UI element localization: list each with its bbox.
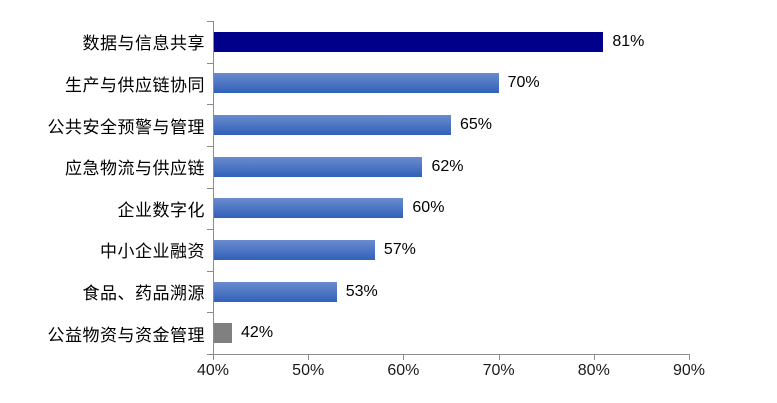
y-axis-tick xyxy=(207,62,214,64)
y-axis-tick xyxy=(207,145,214,147)
y-axis-tick xyxy=(207,270,214,272)
bar xyxy=(214,156,423,177)
category-label: 公益物资与资金管理 xyxy=(47,325,205,345)
bar-row: 数据与信息共享 81% xyxy=(0,21,777,63)
bar xyxy=(214,239,375,260)
x-axis-tick-label: 90% xyxy=(672,362,706,379)
value-label: 81% xyxy=(612,32,645,50)
y-axis-tick xyxy=(207,354,214,355)
x-axis-tick-label: 60% xyxy=(387,362,420,379)
value-label: 65% xyxy=(460,116,493,134)
bar-row: 公共安全预警与管理 65% xyxy=(0,104,777,146)
bar xyxy=(214,31,604,52)
x-axis-line xyxy=(213,354,689,355)
category-label: 食品、药品溯源 xyxy=(82,284,205,304)
bar-row: 中小企业融资 57% xyxy=(0,229,777,271)
bar xyxy=(214,281,337,302)
x-axis-tick xyxy=(308,354,310,360)
x-axis-tick xyxy=(213,354,214,360)
x-axis-tick xyxy=(498,354,500,360)
y-axis-line xyxy=(213,21,214,359)
y-axis-tick xyxy=(207,104,214,106)
x-axis-tick-label: 50% xyxy=(292,362,325,379)
value-label: 70% xyxy=(507,74,540,92)
bar xyxy=(214,323,233,344)
x-axis-tick-label: 70% xyxy=(482,362,515,379)
y-axis-tick xyxy=(207,229,214,231)
value-label: 60% xyxy=(412,199,445,217)
value-label: 53% xyxy=(345,282,378,300)
bar-row: 应急物流与供应链 62% xyxy=(0,146,777,188)
category-label: 应急物流与供应链 xyxy=(65,159,205,179)
bar-row: 食品、药品溯源 53% xyxy=(0,271,777,313)
category-label: 生产与供应链协同 xyxy=(65,75,205,95)
bar-row: 公益物资与资金管理 42% xyxy=(0,312,777,354)
bar xyxy=(214,198,404,219)
y-axis-tick xyxy=(207,312,214,314)
y-axis-tick xyxy=(207,21,214,22)
category-label: 企业数字化 xyxy=(117,200,205,220)
bar xyxy=(214,115,451,136)
bar xyxy=(214,73,499,94)
bar-row: 企业数字化 60% xyxy=(0,188,777,230)
x-axis-tick-label: 80% xyxy=(577,362,610,379)
category-label: 中小企业融资 xyxy=(100,242,205,262)
y-axis-tick xyxy=(207,187,214,189)
bar-row: 生产与供应链协同 70% xyxy=(0,63,777,105)
value-label: 62% xyxy=(431,157,464,175)
value-label: 42% xyxy=(241,324,274,342)
x-axis-tick xyxy=(689,354,690,360)
x-axis-tick-label: 40% xyxy=(196,362,230,379)
x-axis-tick xyxy=(403,354,405,360)
category-label: 公共安全预警与管理 xyxy=(47,117,205,137)
x-axis-tick xyxy=(593,354,595,360)
value-label: 57% xyxy=(383,240,416,258)
category-label: 数据与信息共享 xyxy=(82,34,205,54)
